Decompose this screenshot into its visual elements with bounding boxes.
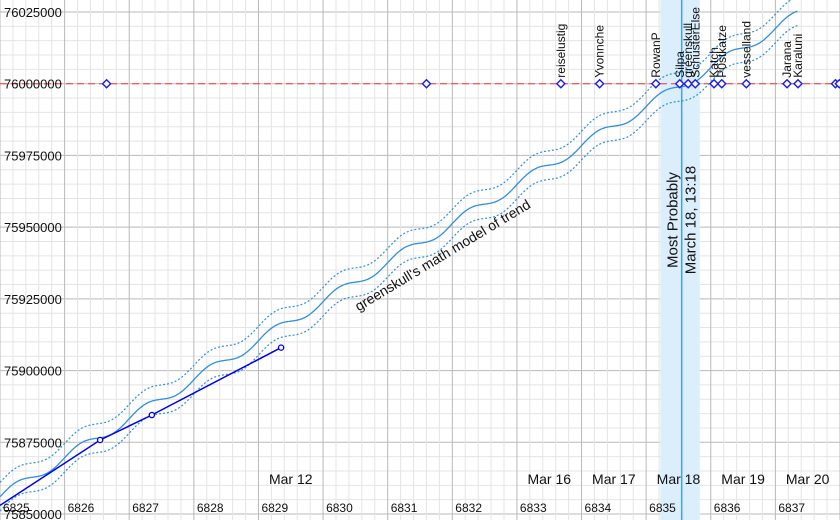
observed-point-1 — [96, 436, 104, 444]
prediction-label-12: Karaluni — [791, 34, 805, 78]
y-tick-label-5: 75975000 — [4, 148, 62, 163]
x-tick-label-5: 6830 — [326, 501, 353, 515]
observed-point-2 — [148, 411, 156, 419]
model-trend-line — [0, 10, 798, 498]
y-tick-label-2: 75900000 — [4, 364, 62, 379]
x-tick-label-12: 6837 — [778, 501, 805, 515]
prediction-marker-11 — [782, 78, 793, 89]
x-tick-label-4: 6829 — [261, 501, 288, 515]
observed-line — [0, 346, 282, 507]
prediction-marker-4 — [650, 78, 661, 89]
annotations: greenskull's math model of trend Most Pr… — [352, 166, 700, 314]
prediction-label-7: SchusterElse — [688, 7, 702, 78]
x-tick-label-6: 6831 — [391, 501, 418, 515]
y-tick-label-4: 75950000 — [4, 220, 62, 235]
prediction-marker-10 — [741, 78, 752, 89]
prediction-label-5: Silpa — [673, 51, 687, 78]
x-tick-label-0: 6825 — [3, 501, 30, 515]
prediction-marker-3 — [594, 78, 605, 89]
x-tick-label-8: 6833 — [520, 501, 547, 515]
x-tick-label-9: 6834 — [585, 501, 612, 515]
date-label-4: Mar 19 — [721, 471, 765, 487]
date-label-1: Mar 16 — [527, 471, 571, 487]
y-tick-label-6: 76000000 — [4, 77, 62, 92]
date-label-0: Mar 12 — [269, 471, 313, 487]
x-tick-label-2: 6827 — [132, 501, 159, 515]
prediction-label-9: P0stkatze — [715, 25, 729, 78]
prediction-label-2: reiselustig — [554, 24, 568, 78]
y-tick-label-0: 75850000 — [4, 507, 62, 520]
prediction-label-11: Jarana — [780, 41, 794, 78]
prediction-marker-0 — [101, 78, 112, 89]
date-label-3: Mar 18 — [657, 471, 701, 487]
prediction-marker-14 — [834, 78, 840, 89]
prediction-marker-2 — [555, 78, 566, 89]
model-upper-bound — [0, 0, 793, 483]
x-tick-label-11: 6836 — [714, 501, 741, 515]
prediction-label-10: vesselland — [739, 21, 753, 78]
prediction-marker-5 — [674, 78, 685, 89]
model-curves — [0, 0, 798, 512]
prediction-marker-8 — [709, 78, 719, 89]
date-label-2: Mar 17 — [592, 471, 636, 487]
x-tick-label-7: 6832 — [455, 501, 482, 515]
prediction-label-8: Katch — [707, 47, 721, 78]
prediction-markers: reiselustig Yvonnche RowanP Silpagreenskull… — [101, 7, 840, 89]
y-tick-label-1: 75875000 — [4, 435, 62, 450]
prediction-marker-9 — [716, 78, 727, 89]
prediction-marker-1 — [421, 78, 432, 89]
x-tick-label-3: 6828 — [197, 501, 224, 515]
y-tick-label-7: 76025000 — [4, 5, 62, 20]
date-labels: Mar 12 Mar 16 Mar 17 Mar 18 Mar 19 Mar 20 — [269, 471, 830, 487]
model-label: greenskull's math model of trend — [352, 196, 533, 314]
observed-series — [0, 344, 285, 507]
prediction-marker-7 — [690, 78, 701, 89]
observed-point-3 — [277, 344, 285, 351]
most-probable-line1: Most Probably — [665, 172, 682, 268]
prediction-label-4: RowanP — [649, 32, 663, 77]
most-probable-line2: March 18, 13:18 — [683, 166, 700, 274]
axis-tick-labels: 75850000 75875000 75900000 75925000 75950000… — [3, 5, 805, 520]
x-tick-label-10: 6835 — [649, 501, 676, 515]
date-label-5: Mar 20 — [786, 471, 830, 487]
x-tick-label-1: 6826 — [68, 501, 95, 515]
prediction-marker-6 — [683, 78, 694, 89]
model-lower-bound — [0, 24, 798, 512]
prediction-label-6: greenskull — [681, 23, 695, 78]
prediction-marker-12 — [793, 78, 803, 89]
prediction-label-3: Yvonnche — [593, 25, 607, 78]
y-tick-label-3: 75925000 — [4, 292, 62, 307]
